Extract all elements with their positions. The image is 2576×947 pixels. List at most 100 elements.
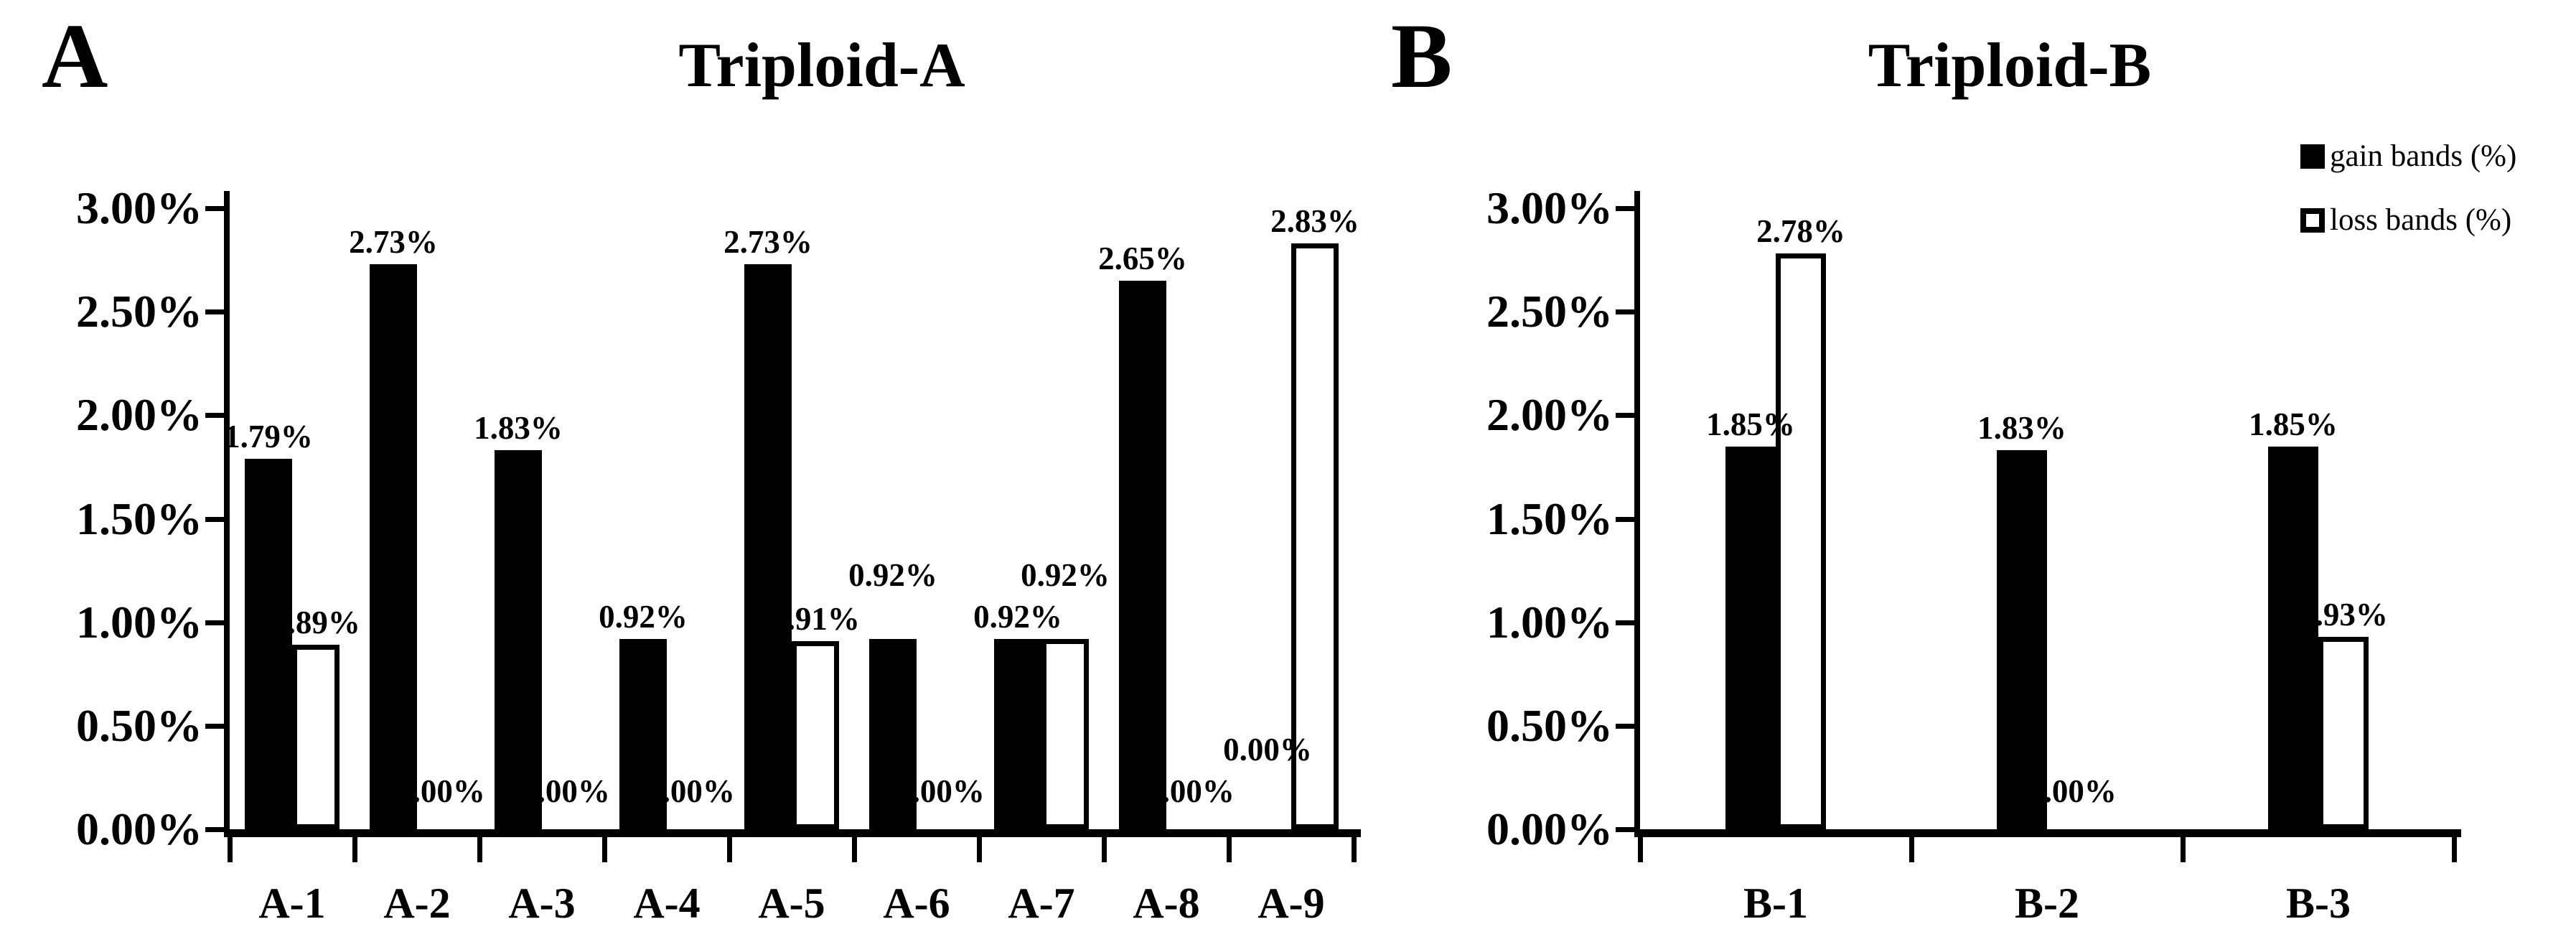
legend-item-loss: loss bands (%) xyxy=(2300,205,2516,235)
bar-gain-A-6 xyxy=(869,638,917,829)
bar-gain-A-8 xyxy=(1119,280,1166,829)
bar-gain-B-2 xyxy=(1997,450,2047,829)
y-axis-tick xyxy=(1616,827,1634,832)
value-label-gain-A-3: 1.83% xyxy=(474,410,563,447)
x-category-label: A-4 xyxy=(633,880,701,927)
x-category-label: A-9 xyxy=(1257,880,1325,927)
y-axis-tick xyxy=(205,309,224,315)
x-category-label: A-8 xyxy=(1133,880,1200,927)
value-label-loss-A-2: 0.00% xyxy=(396,773,485,809)
y-axis-tick xyxy=(205,516,224,522)
bar-loss-A-1 xyxy=(292,645,339,829)
y-tick-label: 3.00% xyxy=(1486,182,1613,233)
x-axis-tick xyxy=(1638,829,1643,862)
bar-gain-B-1 xyxy=(1725,446,1776,829)
y-tick-label: 0.00% xyxy=(76,803,202,854)
bar-gain-A-7 xyxy=(994,638,1041,829)
x-category-label: B-2 xyxy=(2015,880,2079,927)
legend: gain bands (%) loss bands (%) xyxy=(2300,141,2516,235)
x-axis-tick xyxy=(1909,829,1914,862)
x-category-label: B-1 xyxy=(1743,880,1808,927)
value-label-gain-B-2: 1.83% xyxy=(1977,410,2066,447)
gain-bands-swatch-icon xyxy=(2300,144,2325,169)
value-label-loss-A-1: 0.89% xyxy=(271,605,360,641)
x-category-label: A-1 xyxy=(258,880,326,927)
y-tick-label: 1.00% xyxy=(1486,596,1613,648)
y-axis-tick xyxy=(205,620,224,625)
chart-title-a: Triploid-A xyxy=(678,31,965,101)
panel-letter-a: A xyxy=(42,5,108,107)
value-label-loss-A-3: 0.00% xyxy=(521,773,610,809)
x-axis-tick xyxy=(602,829,607,862)
legend-label-gain: gain bands (%) xyxy=(2330,139,2517,173)
x-category-label: A-5 xyxy=(758,880,825,927)
value-label-gain-A-2: 2.73% xyxy=(349,223,438,260)
value-label-loss-B-2: 0.00% xyxy=(2028,773,2117,809)
bar-gain-A-2 xyxy=(370,263,417,829)
y-tick-label: 1.00% xyxy=(76,596,202,648)
value-label-gain-A-1: 1.79% xyxy=(224,418,313,454)
x-axis-tick xyxy=(2181,829,2186,862)
y-tick-label: 0.50% xyxy=(76,699,202,751)
y-axis-tick xyxy=(1616,620,1634,625)
value-label-gain-A-9: 0.00% xyxy=(1223,732,1312,768)
bar-gain-A-5 xyxy=(744,263,792,829)
chart-title-b: Triploid-B xyxy=(1868,31,2152,101)
value-label-loss-A-5: 0.91% xyxy=(771,600,860,637)
x-axis-tick xyxy=(852,829,857,862)
x-category-label: A-3 xyxy=(508,880,576,927)
y-axis-tick xyxy=(1616,309,1634,315)
x-axis-tick xyxy=(727,829,732,862)
y-tick-label: 0.00% xyxy=(1486,803,1613,854)
x-category-label: A-2 xyxy=(383,880,451,927)
y-axis xyxy=(1634,191,1640,837)
x-axis-tick xyxy=(1227,829,1232,862)
y-axis-tick xyxy=(205,723,224,729)
bar-gain-B-3 xyxy=(2268,446,2318,829)
value-label-loss-A-6: 0.00% xyxy=(896,773,985,809)
value-label-loss-A-4: 0.00% xyxy=(646,773,735,809)
y-tick-label: 1.50% xyxy=(1486,493,1613,544)
bar-loss-A-7 xyxy=(1041,638,1089,829)
y-tick-label: 1.50% xyxy=(76,493,202,544)
value-label-gain-A-4: 0.92% xyxy=(599,598,688,635)
x-category-label: B-3 xyxy=(2286,880,2351,927)
x-axis-tick xyxy=(977,829,982,862)
x-axis-tick xyxy=(228,829,233,862)
value-label-gain-A-8: 2.65% xyxy=(1098,240,1187,276)
bar-gain-A-3 xyxy=(495,450,542,829)
bar-loss-B-1 xyxy=(1776,253,1826,829)
x-axis-tick xyxy=(1352,829,1357,862)
y-axis-tick xyxy=(1616,206,1634,211)
legend-item-gain: gain bands (%) xyxy=(2300,141,2516,172)
y-tick-label: 2.50% xyxy=(1486,286,1613,337)
legend-label-loss: loss bands (%) xyxy=(2330,203,2512,237)
bar-loss-A-5 xyxy=(792,640,839,829)
x-axis-tick xyxy=(477,829,482,862)
value-label-gain-B-1: 1.85% xyxy=(1706,406,1795,442)
value-label-loss-B-3: 0.93% xyxy=(2299,596,2388,633)
y-tick-label: 3.00% xyxy=(76,182,202,233)
value-label-gain-A-5: 2.73% xyxy=(723,223,812,260)
y-axis-tick xyxy=(205,413,224,419)
loss-bands-swatch-icon xyxy=(2300,207,2325,233)
bar-gain-A-4 xyxy=(619,638,667,829)
y-axis xyxy=(224,191,230,837)
y-axis-tick xyxy=(1616,723,1634,729)
y-axis-tick xyxy=(205,827,224,832)
y-axis-tick xyxy=(205,206,224,211)
x-axis-baseline xyxy=(1634,829,2461,837)
value-label-loss-B-1: 2.78% xyxy=(1756,213,1845,250)
bar-loss-B-3 xyxy=(2318,636,2369,829)
value-label-loss-A-7: 0.92% xyxy=(1021,556,1110,593)
x-category-label: A-6 xyxy=(883,880,950,927)
x-category-label: A-7 xyxy=(1008,880,1075,927)
value-label-gain-A-7: 0.92% xyxy=(973,598,1062,635)
y-axis-tick xyxy=(1616,516,1634,522)
x-axis-tick xyxy=(1102,829,1107,862)
y-tick-label: 2.50% xyxy=(76,286,202,337)
x-axis-tick xyxy=(2452,829,2457,862)
